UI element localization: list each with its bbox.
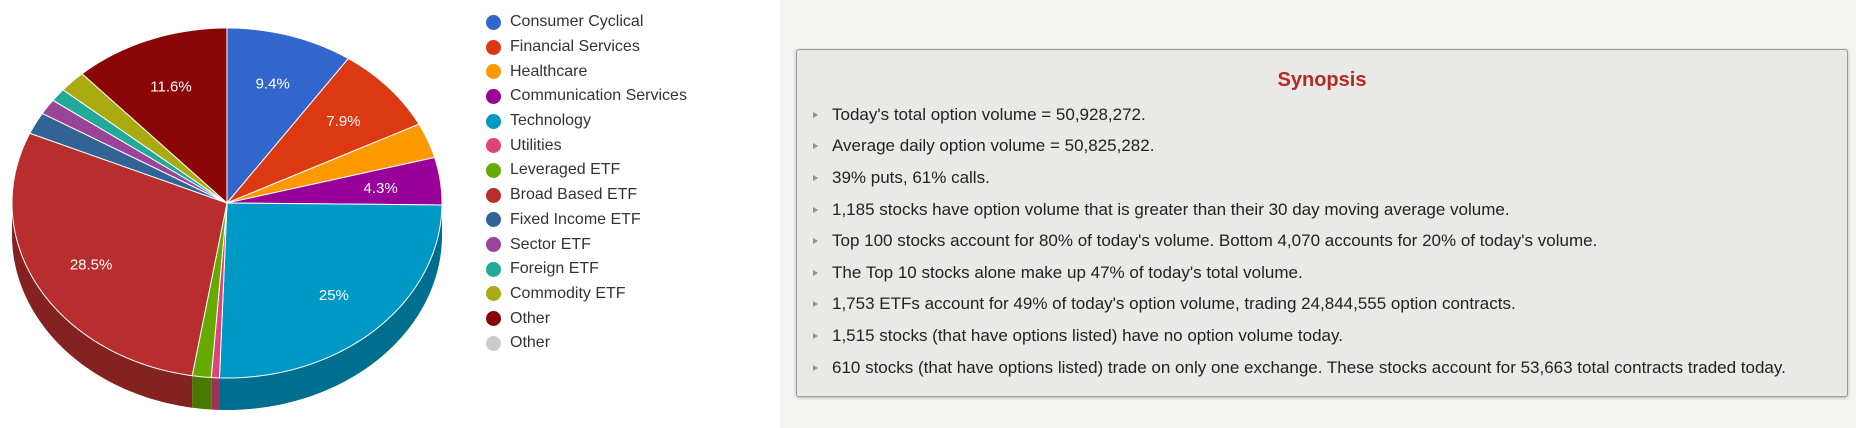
pie-slice-side [12,203,193,408]
legend-swatch [486,311,501,327]
synopsis-title: Synopsis [1277,69,1367,91]
pie-data-label: 11.6% [150,79,191,96]
legend-item[interactable]: Utilities [486,133,687,158]
synopsis-item: The Top 10 stocks alone make up 47% of t… [813,257,1847,289]
synopsis-item-text: Top 100 stocks account for 80% of today'… [832,231,1598,251]
legend-item[interactable]: Healthcare [486,59,687,84]
legend-swatch [486,187,501,203]
pie-data-label: 9.4% [256,76,290,93]
pie-data-label: 7.9% [326,113,360,130]
chart-legend: Consumer Cyclical Financial Services Healt… [486,10,687,356]
legend-item[interactable]: Broad Based ETF [486,183,687,208]
pie-slice[interactable] [226,27,350,205]
pie-slice[interactable] [81,27,228,205]
legend-swatch [486,138,501,154]
chart-area: 9.4% 7.9% 4.3% 25% 28.5% 11.6% Consumer Cycli… [0,0,780,428]
legend-label: Fixed Income ETF [510,210,641,228]
legend-label: Other [510,309,551,327]
synopsis-item: 1,753 ETFs account for 49% of today's op… [813,289,1847,321]
legend-item[interactable]: Leveraged ETF [486,158,687,183]
triangle-bullet-icon [813,206,818,213]
triangle-bullet-icon [813,364,818,371]
pie-slice-side [211,377,220,410]
legend-item[interactable]: Sector ETF [486,232,687,257]
legend-label: Healthcare [510,62,588,80]
legend-item[interactable]: Other [486,306,687,331]
legend-label: Technology [510,112,591,130]
synopsis-list: Today's total option volume = 50,928,272… [797,99,1847,383]
pie-slice[interactable] [226,123,436,204]
triangle-bullet-icon [813,174,818,181]
triangle-bullet-icon [813,238,818,245]
legend-item[interactable]: Commodity ETF [486,282,687,307]
pie-slice[interactable] [11,132,228,377]
synopsis-item-text: Average daily option volume = 50,825,282… [832,136,1155,156]
pie-slice[interactable] [218,202,443,379]
legend-swatch [486,113,501,129]
legend-swatch [486,212,501,228]
legend-swatch [486,88,501,104]
pie-slice[interactable] [226,156,443,206]
legend-swatch [486,335,501,351]
legend-swatch [486,162,501,178]
legend-item[interactable]: Other [486,331,687,356]
legend-swatch [486,261,501,277]
pie-data-label: 28.5% [70,256,113,273]
legend-label: Sector ETF [510,235,591,253]
pie-slice[interactable] [41,99,228,204]
synopsis-item: Average daily option volume = 50,825,282… [813,131,1847,163]
synopsis-item: 1,185 stocks have option volume that is … [813,194,1847,226]
triangle-bullet-icon [813,269,818,276]
triangle-bullet-icon [813,332,818,339]
synopsis-item: 39% puts, 61% calls. [813,162,1847,194]
synopsis-item-text: Today's total option volume = 50,928,272… [832,104,1146,124]
legend-label: Broad Based ETF [510,186,638,204]
legend-swatch [486,286,501,302]
synopsis-item-text: 610 stocks (that have options listed) tr… [832,357,1786,377]
legend-item[interactable]: Consumer Cyclical [486,10,687,35]
legend-swatch [486,14,501,30]
legend-label: Utilities [510,136,562,154]
legend-label: Other [510,334,551,352]
right-panel: Synopsis Today's total option volume = 5… [780,0,1856,428]
legend-item[interactable]: Foreign ETF [486,257,687,282]
pie-data-label: 25% [319,287,349,304]
pie-data-labels: 9.4% 7.9% 4.3% 25% 28.5% 11.6% [70,76,398,305]
legend-swatch [486,39,501,55]
pie-top [11,27,443,379]
pie-slice[interactable] [226,57,420,204]
synopsis-item: 610 stocks (that have options listed) tr… [813,352,1847,384]
legend-item[interactable]: Technology [486,109,687,134]
legend-item[interactable]: Communication Services [486,84,687,109]
triangle-bullet-icon [813,111,818,118]
legend-item[interactable]: Financial Services [486,35,687,60]
synopsis-item-text: 1,515 stocks (that have options listed) … [832,325,1343,345]
legend-label: Leveraged ETF [510,161,621,179]
legend-label: Foreign ETF [510,260,599,278]
synopsis-item-text: The Top 10 stocks alone make up 47% of t… [832,262,1303,282]
legend-item[interactable]: Fixed Income ETF [486,208,687,233]
legend-swatch [486,237,501,253]
pie-sides [12,203,442,410]
pie-slice[interactable] [29,112,228,204]
pie-slice[interactable] [62,73,228,204]
synopsis-item-text: 1,753 ETFs account for 49% of today's op… [832,294,1516,314]
pie-chart: 9.4% 7.9% 4.3% 25% 28.5% 11.6% [11,27,443,410]
pie-slice-side [192,375,212,410]
synopsis-item-text: 39% puts, 61% calls. [832,167,990,187]
synopsis-item: Today's total option volume = 50,928,272… [813,99,1847,131]
synopsis-item: 1,515 stocks (that have options listed) … [813,320,1847,352]
legend-label: Consumer Cyclical [510,13,644,31]
triangle-bullet-icon [813,301,818,308]
pie-slice-side [219,204,442,410]
synopsis-box: Synopsis Today's total option volume = 5… [796,49,1848,397]
synopsis-item: Top 100 stocks account for 80% of today'… [813,225,1847,257]
legend-label: Commodity ETF [510,284,626,302]
legend-swatch [486,64,501,80]
legend-label: Financial Services [510,38,640,56]
pie-data-label: 4.3% [363,180,397,197]
legend-label: Communication Services [510,87,687,105]
synopsis-item-text: 1,185 stocks have option volume that is … [832,199,1510,219]
triangle-bullet-icon [813,143,818,150]
